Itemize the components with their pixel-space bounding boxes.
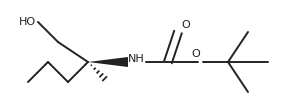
Polygon shape bbox=[88, 57, 128, 67]
Text: NH: NH bbox=[128, 54, 145, 64]
Text: O: O bbox=[192, 49, 201, 59]
Text: HO: HO bbox=[19, 17, 36, 27]
Text: O: O bbox=[181, 20, 190, 30]
